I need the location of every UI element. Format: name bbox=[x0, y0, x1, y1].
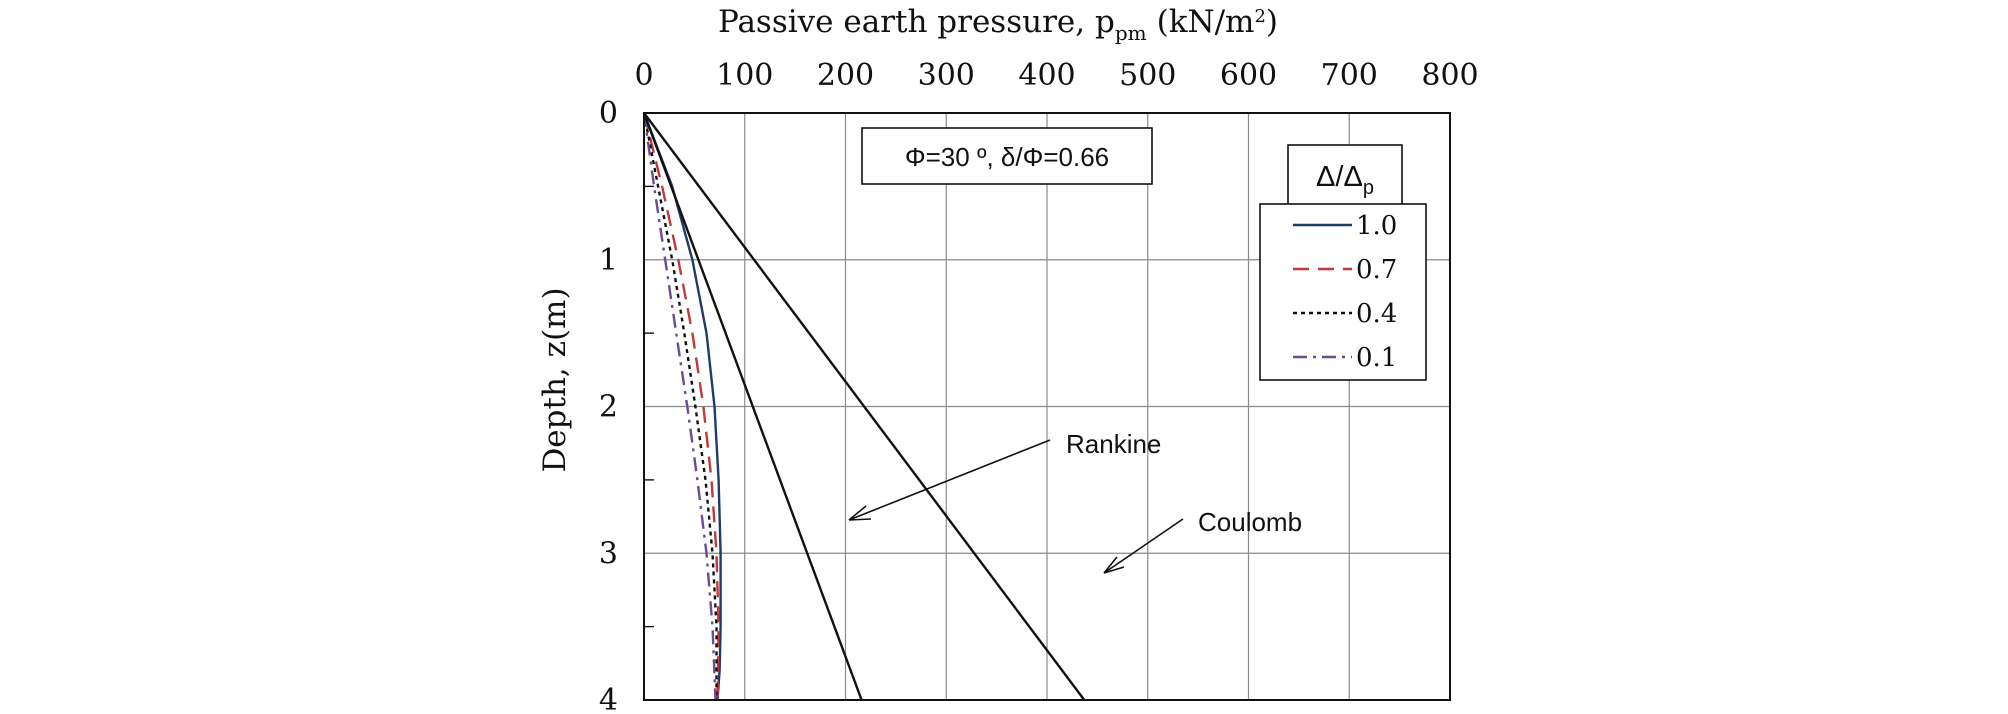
parameters-text: Φ=30 º, δ/Φ=0.66 bbox=[905, 142, 1109, 172]
parameters-box: Φ=30 º, δ/Φ=0.66 bbox=[861, 127, 1153, 185]
x-tick-label-700: 700 bbox=[1321, 58, 1378, 93]
legend-label-1-0: 1.0 bbox=[1356, 211, 1397, 241]
rankine-label: Rankine bbox=[1066, 429, 1161, 459]
x-tick-labels: 0 100 200 300 400 500 600 700 800 bbox=[634, 58, 1478, 93]
coulomb-arrowhead bbox=[1103, 556, 1125, 574]
y-axis-title: Depth, z(m) bbox=[537, 287, 573, 472]
parameters-box-border bbox=[861, 127, 1153, 185]
series-line-coulomb bbox=[643, 112, 1086, 701]
series-lines bbox=[642, 112, 1086, 701]
y-tick-labels: 0 1 2 3 4 bbox=[599, 96, 618, 714]
x-tick-label-200: 200 bbox=[817, 58, 874, 93]
x-tick-label-100: 100 bbox=[716, 58, 773, 93]
legend: Δ/Δp 1.0 0.7 0.4 0.1 bbox=[1259, 144, 1427, 381]
y-tick-label-3: 3 bbox=[599, 536, 618, 571]
coulomb-arrow bbox=[1103, 518, 1184, 574]
legend-label-0-7: 0.7 bbox=[1356, 255, 1397, 285]
legend-box bbox=[1259, 203, 1427, 381]
series-line-0-1 bbox=[642, 112, 717, 701]
y-tick-label-4: 4 bbox=[599, 683, 618, 714]
x-tick-label-800: 800 bbox=[1421, 58, 1478, 93]
x-tick-label-400: 400 bbox=[1018, 58, 1075, 93]
minor-tick-marks bbox=[644, 185, 654, 628]
coulomb-label: Coulomb bbox=[1198, 507, 1302, 537]
legend-title: Δ/Δp bbox=[1316, 161, 1374, 199]
x-tick-label-500: 500 bbox=[1119, 58, 1176, 93]
series-line-1-0 bbox=[642, 112, 722, 701]
x-tick-label-600: 600 bbox=[1220, 58, 1277, 93]
legend-entries: 1.0 0.7 0.4 0.1 bbox=[1293, 211, 1397, 373]
legend-label-0-4: 0.4 bbox=[1356, 299, 1397, 329]
rankine-arrow bbox=[848, 439, 1051, 521]
series-line-0-4 bbox=[642, 112, 718, 700]
rankine-arrowhead bbox=[848, 505, 872, 521]
y-tick-label-2: 2 bbox=[599, 390, 618, 425]
y-tick-label-1: 1 bbox=[599, 243, 618, 278]
x-tick-label-300: 300 bbox=[918, 58, 975, 93]
series-line-0-7 bbox=[642, 112, 720, 701]
plot-frame bbox=[643, 112, 1451, 701]
y-tick-label-0: 0 bbox=[599, 96, 618, 131]
series-line-rankine bbox=[642, 112, 863, 701]
annotations: Rankine Coulomb bbox=[848, 429, 1302, 574]
legend-label-0-1: 0.1 bbox=[1356, 343, 1397, 373]
x-tick-label-0: 0 bbox=[634, 58, 653, 93]
legend-title-box bbox=[1287, 144, 1403, 206]
x-axis-title: Passive earth pressure, ppm (kN/m2) bbox=[718, 4, 1278, 45]
